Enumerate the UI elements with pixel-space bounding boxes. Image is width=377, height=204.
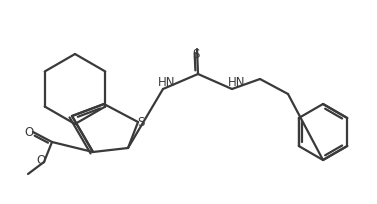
Text: HN: HN — [158, 76, 176, 90]
Text: O: O — [25, 125, 34, 139]
Text: S: S — [137, 116, 145, 130]
Text: S: S — [192, 48, 200, 61]
Text: O: O — [36, 154, 46, 167]
Text: HN: HN — [228, 75, 245, 89]
